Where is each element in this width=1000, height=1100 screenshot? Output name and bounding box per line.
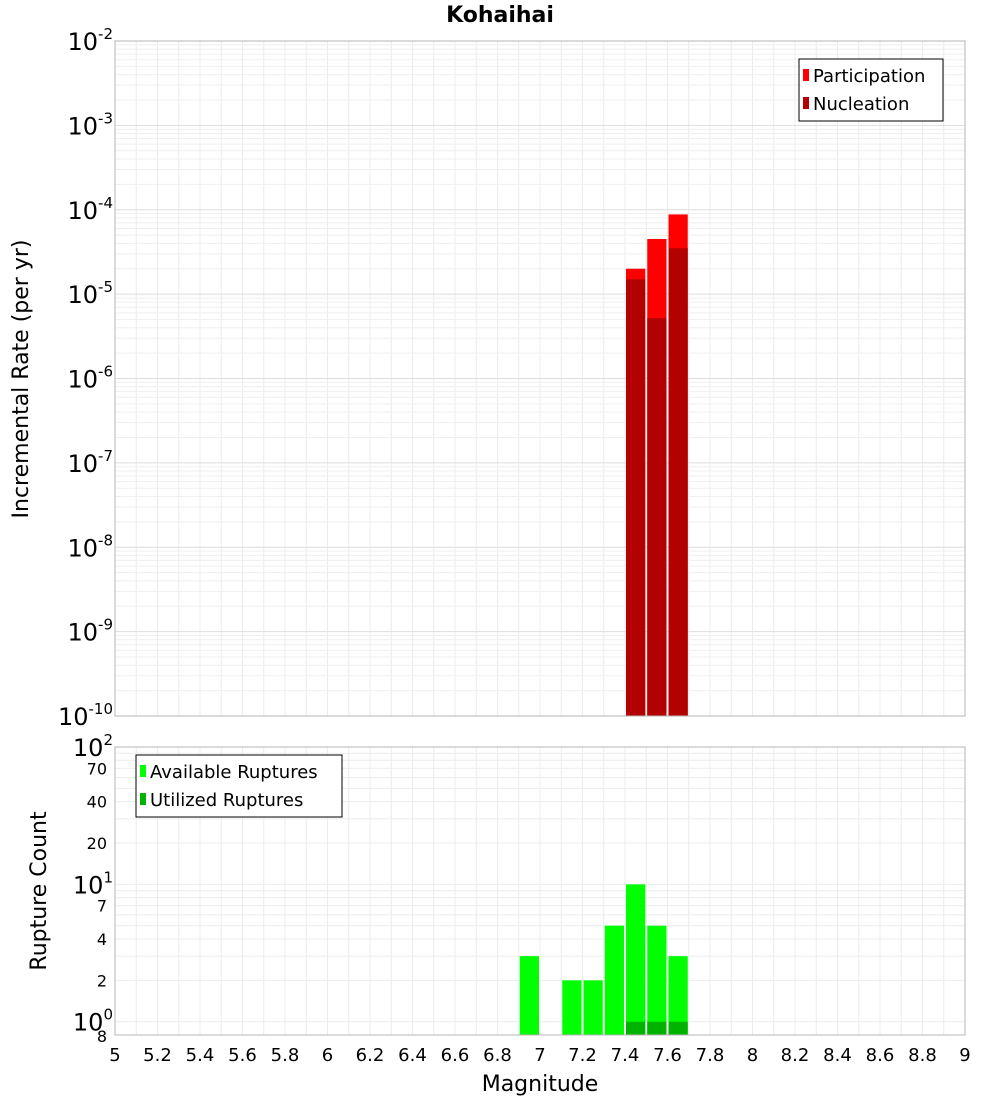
y-tick-label: 10-7 bbox=[67, 447, 113, 478]
y-tick-label: 10-5 bbox=[67, 278, 113, 309]
rupture-count-y-axis-label: Rupture Count bbox=[27, 811, 52, 971]
rate-plot-panel: 10-10 10-9 10-8 10-7 10-6 10-5 10-4 10-3 10-2 In… bbox=[9, 25, 966, 731]
x-tick-label: 7 bbox=[534, 1045, 545, 1066]
x-tick-label: 8.8 bbox=[908, 1045, 937, 1066]
x-tick-label: 8.6 bbox=[866, 1045, 895, 1066]
y-tick-label: 102 bbox=[73, 731, 113, 762]
x-tick-label: 6.4 bbox=[398, 1045, 427, 1066]
y-tick-minor-label: 20 bbox=[87, 834, 107, 853]
rate-legend-swatch bbox=[803, 97, 809, 109]
x-tick-label: 8.2 bbox=[781, 1045, 810, 1066]
rupture-count-frame bbox=[114, 746, 966, 1036]
rupture-count-bars bbox=[519, 884, 688, 1035]
y-tick-label: 10-4 bbox=[67, 194, 113, 225]
x-tick-label: 7.2 bbox=[568, 1045, 597, 1066]
rate-legend-label: Nucleation bbox=[813, 94, 909, 115]
rate-plot-y-axis-label: Incremental Rate (per yr) bbox=[9, 240, 34, 519]
rate-legend-swatch bbox=[803, 69, 809, 81]
rupture-count-y-ticks: 100 101 102 2 4 7 20 40 70 8 bbox=[73, 731, 113, 1046]
x-tick-label: 6.6 bbox=[441, 1045, 470, 1066]
rate-bar-series-2 bbox=[668, 248, 688, 717]
count-bar-series-1 bbox=[583, 980, 603, 1035]
count-legend-label: Utilized Ruptures bbox=[150, 790, 303, 811]
x-tick-label: 5 bbox=[109, 1045, 120, 1066]
rate-legend-label: Participation bbox=[813, 66, 925, 87]
y-tick-label: 10-2 bbox=[67, 25, 113, 56]
y-tick-label: 10-3 bbox=[67, 109, 113, 140]
y-tick-minor-label: 40 bbox=[87, 793, 107, 812]
chart-title: Kohaihai bbox=[446, 3, 554, 28]
x-tick-label: 7.4 bbox=[611, 1045, 640, 1066]
rate-plot-legend: Participation Nucleation bbox=[798, 58, 944, 122]
count-bar-series-2 bbox=[647, 1021, 667, 1035]
count-legend-label: Available Ruptures bbox=[150, 762, 318, 783]
y-tick-label: 10-8 bbox=[67, 531, 113, 562]
x-tick-label: 6.2 bbox=[356, 1045, 385, 1066]
count-bar-series-1 bbox=[562, 980, 582, 1035]
rate-plot-grid bbox=[114, 41, 966, 717]
count-legend-swatch bbox=[140, 793, 146, 805]
x-tick-label: 8.4 bbox=[823, 1045, 852, 1066]
x-tick-label: 9 bbox=[959, 1045, 970, 1066]
x-tick-label: 8 bbox=[747, 1045, 758, 1066]
rate-bar-series-2 bbox=[626, 279, 646, 716]
rate-legend-box bbox=[798, 58, 944, 122]
y-tick-minor-label: 70 bbox=[87, 759, 107, 778]
y-tick-label: 100 bbox=[73, 1006, 113, 1037]
y-tick-minor-label: 2 bbox=[97, 971, 107, 990]
count-bar-series-2 bbox=[668, 1021, 688, 1035]
y-tick-label: 10-10 bbox=[58, 700, 113, 731]
rupture-count-panel: 100 101 102 2 4 7 20 40 70 8 Rupture Count Availa… bbox=[27, 731, 966, 1046]
x-tick-label: 7.8 bbox=[696, 1045, 725, 1066]
x-tick-label: 5.6 bbox=[228, 1045, 257, 1066]
count-bar-series-1 bbox=[668, 956, 688, 1035]
x-tick-label: 6.8 bbox=[483, 1045, 512, 1066]
rate-plot-frame bbox=[114, 40, 966, 717]
y-tick-label: 10-9 bbox=[67, 616, 113, 647]
y-tick-label: 10-6 bbox=[67, 363, 113, 394]
count-legend-swatch bbox=[140, 765, 146, 777]
x-tick-label: 5.8 bbox=[271, 1045, 300, 1066]
y-tick-label: 101 bbox=[73, 868, 113, 899]
count-bar-series-2 bbox=[626, 1021, 646, 1035]
count-bar-series-1 bbox=[626, 884, 646, 1035]
rate-plot-y-ticks: 10-10 10-9 10-8 10-7 10-6 10-5 10-4 10-3 10-2 bbox=[58, 25, 113, 731]
rate-bar-series-2 bbox=[647, 318, 667, 716]
rate-plot-bars bbox=[626, 214, 688, 717]
count-bar-series-1 bbox=[604, 925, 624, 1035]
x-axis-ticks: 5 5.2 5.4 5.6 5.8 6 6.2 6.4 6.6 6.8 7 7.2 7.4 7.6 7.8 8… bbox=[109, 1045, 970, 1066]
count-legend-box bbox=[135, 754, 343, 818]
rupture-count-legend: Available Ruptures Utilized Ruptures bbox=[135, 754, 343, 818]
y-tick-minor-label: 4 bbox=[97, 930, 107, 949]
x-tick-label: 5.2 bbox=[143, 1045, 172, 1066]
y-tick-minor-label: 7 bbox=[97, 897, 107, 916]
x-axis-label: Magnitude bbox=[482, 1072, 599, 1097]
x-tick-label: 7.6 bbox=[653, 1045, 682, 1066]
x-tick-label: 5.4 bbox=[186, 1045, 215, 1066]
count-bar-series-1 bbox=[647, 925, 667, 1035]
count-bar-series-1 bbox=[519, 956, 539, 1035]
x-tick-label: 6 bbox=[322, 1045, 333, 1066]
y-tick-minor-label: 8 bbox=[97, 1027, 107, 1046]
